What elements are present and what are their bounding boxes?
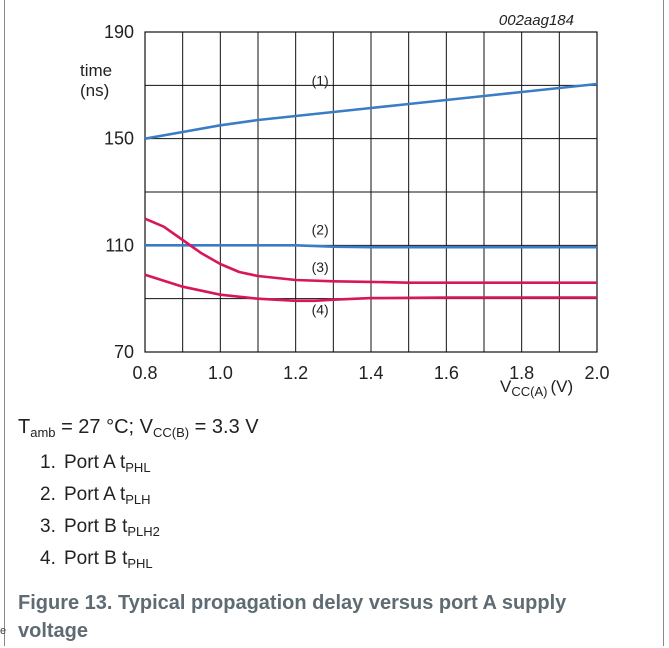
figure-code: 002aag184 [499,12,574,29]
grid [144,31,598,353]
x-axis-label: VCC(A) (V) [500,377,573,399]
series-line-2 [145,244,597,249]
curve-label-2: (2) [312,222,329,238]
series-line-3 [144,217,597,284]
test-conditions: Tamb = 27 °C; VCC(B) = 3.3 V [18,416,259,440]
series-line-4 [144,273,597,303]
figure-frame [4,0,664,646]
x-tick-label: 1.6 [434,363,459,383]
x-tick-label: 1.4 [358,363,383,383]
figure-caption: Figure 13. Typical propagation delay ver… [18,592,567,642]
curve-label-4: (4) [312,302,329,318]
legend-item: 1. Port A tPHL [40,452,151,475]
x-tick-label: 2.0 [584,363,609,383]
margin-fragment: e [0,625,7,637]
legend-list: 1. Port A tPHL 2. Port A tPLH 3. Port B tPL… [40,452,160,580]
y-tick-label: 190 [104,22,134,42]
series-lines: (1) (2) (3) (4) [144,72,598,318]
legend-item: 3. Port B tPLH2 [40,516,160,539]
plot-border [144,31,598,353]
y-axis-label-line1: time [80,61,112,80]
x-tick-label: 1.2 [283,363,308,383]
x-tick-label: 1.8 [509,363,534,383]
legend-item: 4. Port B tPHL [40,548,153,571]
curve-label-3: (3) [312,259,329,275]
y-axis-label-line2: (ns) [80,81,109,100]
tick-labels: 0.8 1.0 1.2 1.4 1.6 1.8 2.0 190 150 110 70 [104,22,610,383]
y-tick-label: 70 [114,342,134,362]
x-tick-label: 0.8 [132,363,157,383]
propagation-delay-chart: (1) (2) (3) (4) 0.8 1.0 1.2 1.4 1.6 1.8 2.0 190 150… [80,12,610,399]
series-line-1 [144,82,598,140]
y-tick-label: 150 [104,129,134,149]
y-tick-label: 110 [105,235,134,255]
curve-label-1: (1) [312,72,329,88]
x-tick-label: 1.0 [208,363,233,383]
legend-item: 2. Port A tPLH [40,484,151,507]
